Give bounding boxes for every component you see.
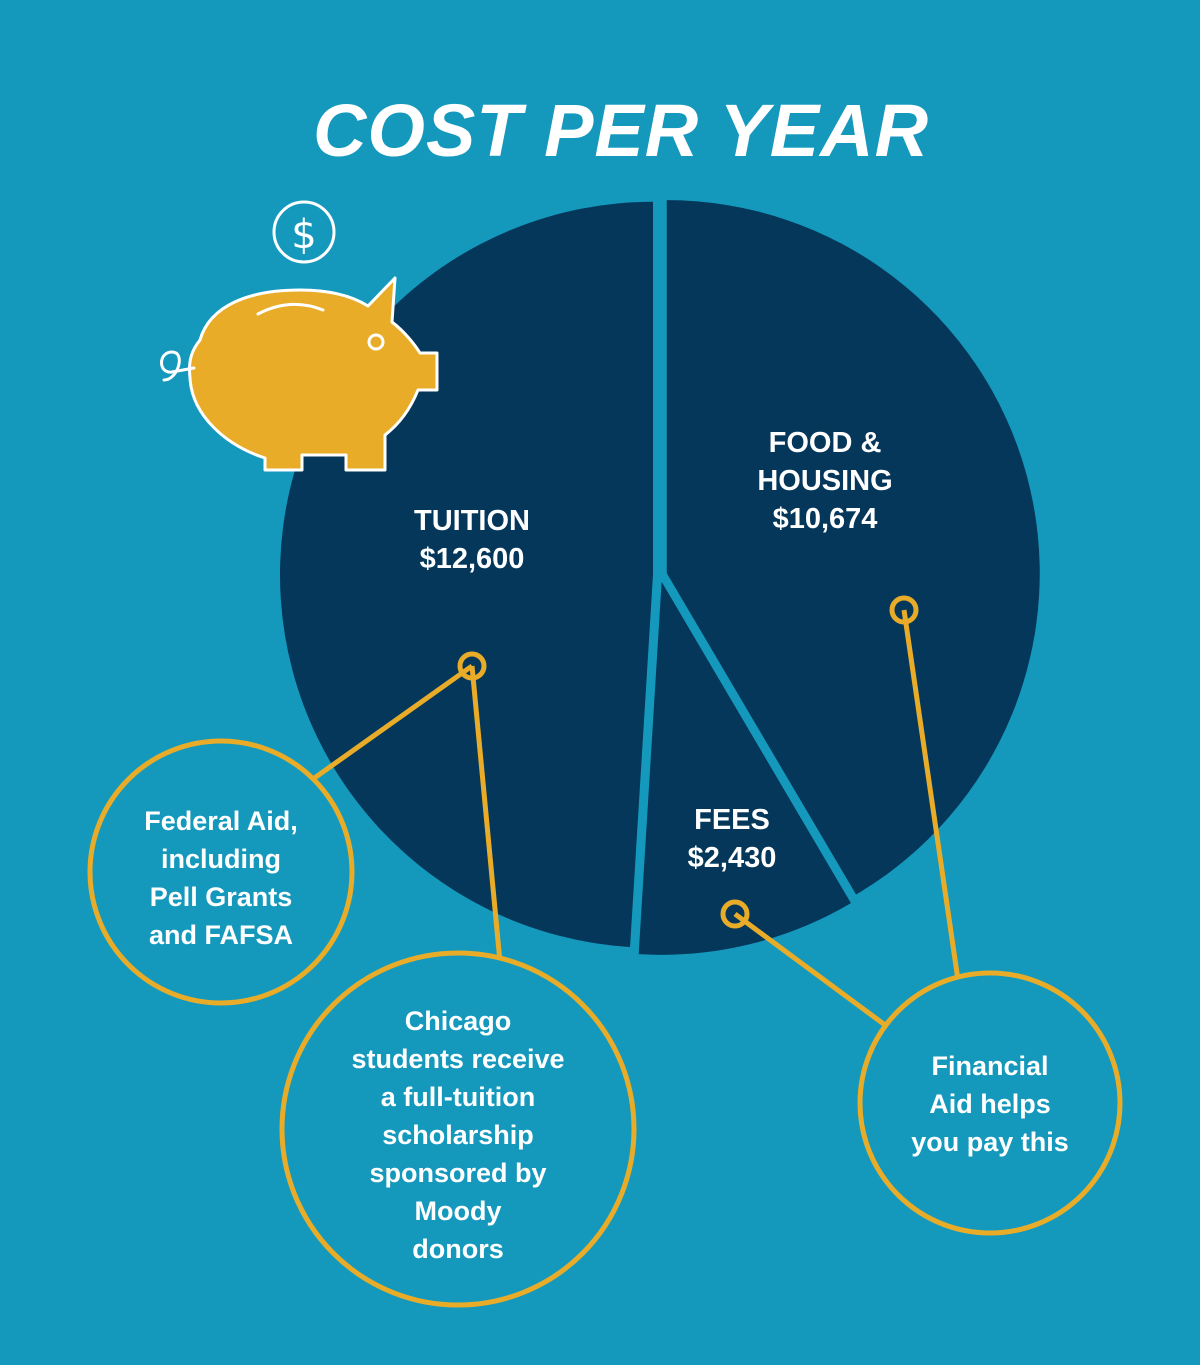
fees-name: FEES [694, 804, 770, 836]
federal-line: Federal Aid, [144, 806, 298, 836]
fees-label: FEES $2,430 [642, 801, 822, 877]
chicago-connector [469, 665, 503, 963]
financial-line: Aid helps [929, 1089, 1051, 1119]
food-callout-dot [889, 595, 919, 625]
federal-line: Pell Grants [149, 882, 293, 912]
financial-connector [901, 609, 961, 981]
tuition-name: TUITION [414, 505, 530, 537]
food-housing-line1: FOOD & [768, 427, 882, 459]
food-housing-value: $10,674 [772, 503, 878, 535]
callout-circles [87, 738, 1123, 1308]
page-title: COST PER YEAR [312, 89, 930, 172]
fees-value: $2,430 [687, 842, 777, 874]
financial-aid-text: Financial Aid helps you pay this [880, 1047, 1100, 1161]
financial-aid-circle [857, 970, 1123, 1236]
federal-connector [311, 663, 474, 782]
federal-line: including [161, 844, 281, 874]
tuition-value: $12,600 [419, 543, 525, 575]
chicago-line: Moody [414, 1196, 502, 1226]
federal-aid-text: Federal Aid, including Pell Grants and F… [101, 802, 341, 954]
fees-callout-dot [720, 899, 750, 929]
svg-text:$: $ [291, 212, 316, 258]
tuition-label: TUITION $12,600 [372, 502, 572, 578]
dollar-coin-icon: $ [272, 200, 336, 264]
chicago-line: a full-tuition [380, 1082, 536, 1112]
tuition-callout-dot [457, 651, 487, 681]
callout-connectors [311, 595, 961, 1028]
food-housing-slice [666, 200, 1040, 895]
chicago-line: Chicago [404, 1006, 512, 1036]
food-housing-line2: HOUSING [757, 465, 893, 497]
fees-slice [638, 581, 851, 955]
chicago-line: scholarship [382, 1120, 534, 1150]
fees-connector [733, 911, 887, 1028]
chicago-line: students receive [351, 1044, 565, 1074]
chicago-line: donors [412, 1234, 504, 1264]
chicago-scholarship-circle [279, 950, 637, 1308]
piggy-bank-icon [160, 276, 439, 472]
financial-line: Financial [931, 1051, 1049, 1081]
financial-line: you pay this [911, 1127, 1069, 1157]
chicago-line: sponsored by [369, 1158, 547, 1188]
federal-line: and FAFSA [148, 920, 293, 950]
food-housing-label: FOOD & HOUSING $10,674 [715, 424, 935, 538]
chicago-scholarship-text: Chicago students receive a full-tuition … [318, 1002, 598, 1268]
federal-aid-circle [87, 738, 355, 1006]
